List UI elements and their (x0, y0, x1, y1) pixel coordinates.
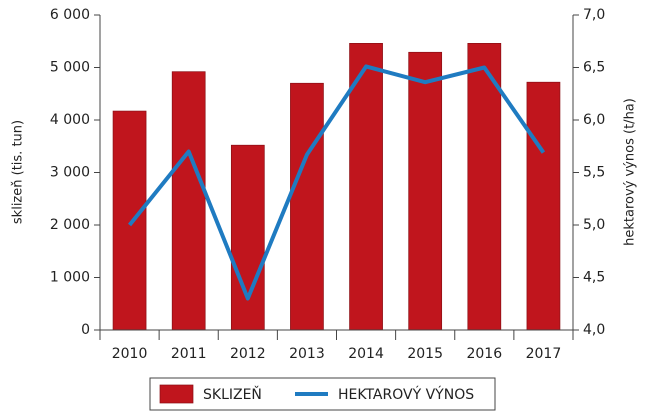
y2-tick-label: 5,5 (583, 165, 605, 181)
y-tick-label: 4 000 (50, 112, 90, 128)
x-tick-label: 2014 (348, 346, 384, 362)
y2-tick-label: 6,5 (583, 60, 605, 76)
line (128, 64, 546, 301)
bar (230, 144, 265, 331)
legend-label: HEKTAROVÝ VÝNOS (338, 386, 474, 403)
y2-tick-label: 4,0 (583, 322, 605, 338)
bar (171, 71, 206, 331)
bar (349, 42, 383, 331)
bar (112, 110, 147, 331)
y-tick-label: 1 000 (50, 270, 90, 286)
x-tick-label: 2013 (289, 346, 325, 362)
bar (526, 81, 561, 331)
y-tick-label: 6 000 (50, 7, 90, 23)
x-tick-label: 2012 (230, 346, 266, 362)
legend-label: SKLIZEŇ (203, 386, 262, 403)
x-tick-label: 2011 (171, 346, 207, 362)
y2-tick-label: 6,0 (583, 112, 605, 128)
x-tick-label: 2015 (407, 346, 443, 362)
y2-tick-label: 7,0 (583, 7, 605, 23)
y-tick-label: 2 000 (50, 217, 90, 233)
bar (467, 42, 502, 331)
legend-swatch (159, 384, 194, 404)
y2-tick-label: 4,5 (583, 270, 605, 286)
y-axis-label: sklizeň (tis. tun) (11, 120, 26, 224)
y-tick-label: 3 000 (50, 165, 90, 181)
legend-box (149, 377, 496, 411)
x-tick-label: 2017 (526, 346, 562, 362)
y-tick-label: 0 (81, 322, 90, 338)
y2-tick-label: 5,0 (583, 217, 605, 233)
x-tick-label: 2010 (112, 346, 148, 362)
y-tick-label: 5 000 (50, 60, 90, 76)
y2-axis-label: hektarový výnos (t/ha) (623, 98, 638, 246)
bar (290, 82, 324, 331)
bar (408, 51, 443, 331)
x-tick-label: 2016 (466, 346, 502, 362)
